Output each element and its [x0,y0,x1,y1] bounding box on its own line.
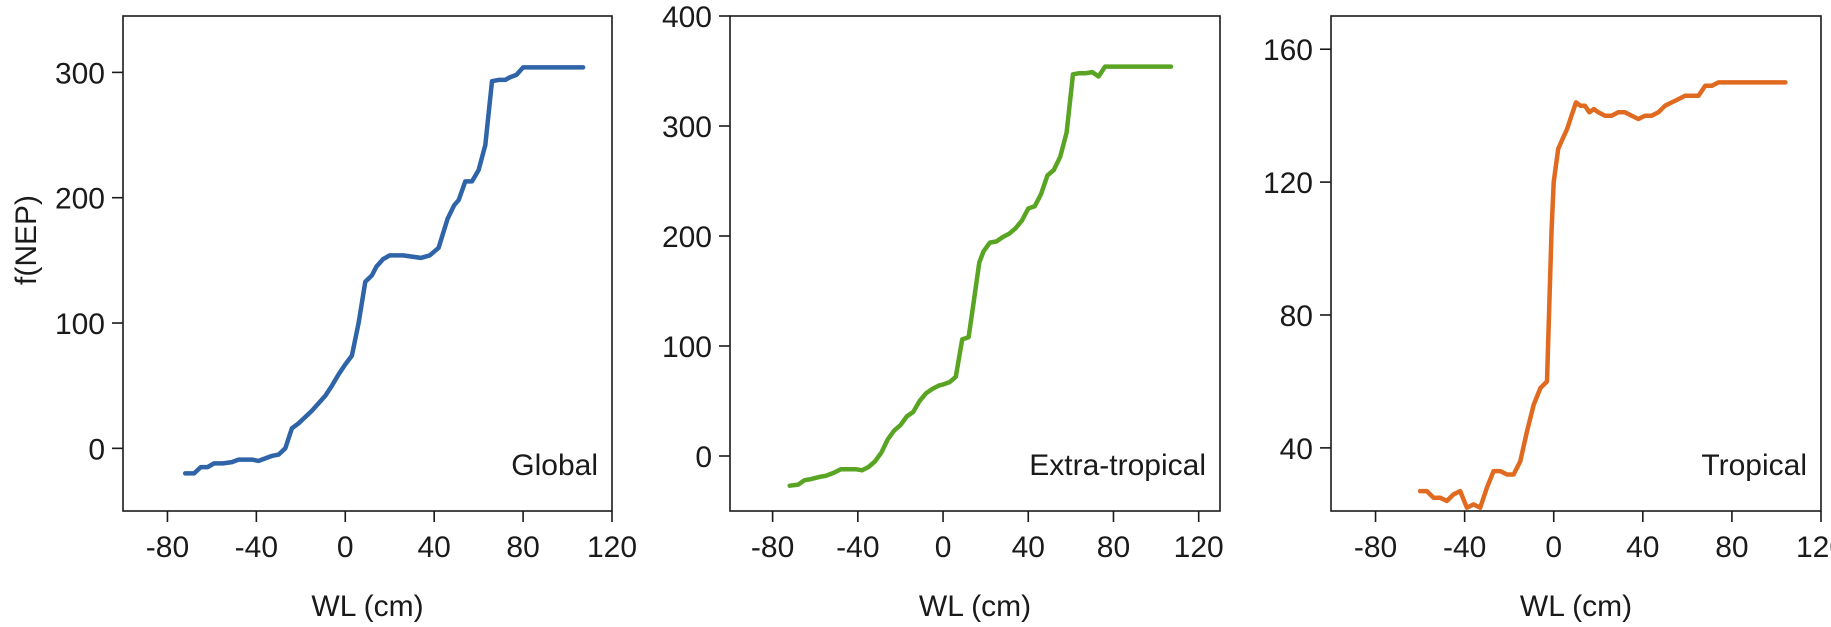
y-tick-label-2: 120 [1263,167,1313,200]
y-tick-label-0: 0 [88,433,105,466]
series-line-1 [182,65,586,476]
y-tick-label-1: 80 [1280,300,1313,333]
x-tick-label-0: -80 [146,531,189,564]
y-tick-label-3: 160 [1263,34,1313,67]
x-axis-label: WL (cm) [919,590,1031,623]
y-tick-label-0: 0 [695,441,712,474]
x-tick-label-4: 80 [1715,531,1748,564]
y-tick-label-1: 100 [662,331,712,364]
x-tick-label-1: -40 [836,531,879,564]
series-line-1 [787,64,1174,488]
x-tick-label-4: 80 [506,531,539,564]
chart-panel-1: -80 -40 0 40 80 120 0 100 200 300 WL (cm) Global [55,15,637,623]
x-tick-label-3: 40 [417,531,450,564]
x-tick-label-3: 40 [1626,531,1659,564]
x-tick-label-5: 120 [587,531,637,564]
x-tick-label-2: 0 [337,531,354,564]
panel-label: Tropical [1701,449,1807,482]
y-tick-label-3: 300 [55,57,105,90]
y-tick-label-2: 200 [662,221,712,254]
x-tick-label-0: -80 [1354,531,1397,564]
x-tick-label-1: -40 [1443,531,1486,564]
chart-panel-2: -80 -40 0 40 80 120 0 100 200 300 400 WL (cm) Extra-… [662,1,1224,623]
x-tick-label-2: 0 [1545,531,1562,564]
plot-frame [1330,15,1822,512]
panel-label: Extra-tropical [1029,449,1206,482]
x-tick-label-5: 120 [1174,531,1224,564]
series-line-1 [1417,80,1788,510]
x-tick-label-1: -40 [235,531,278,564]
x-tick-label-5: 120 [1796,531,1831,564]
y-tick-label-2: 200 [55,183,105,216]
panel-label: Global [511,449,598,482]
x-tick-label-2: 0 [935,531,952,564]
chart-panel-3: -80 -40 0 40 80 120 40 80 120 160 WL (cm) Tropical [1263,15,1831,623]
y-tick-label-4: 400 [662,1,712,34]
x-tick-label-0: -80 [751,531,794,564]
plot-frame [122,15,613,512]
y-tick-label-3: 300 [662,111,712,144]
x-axis-label: WL (cm) [1520,590,1632,623]
x-tick-label-3: 40 [1012,531,1045,564]
plot-frame [729,15,1221,512]
x-tick-label-4: 80 [1097,531,1130,564]
x-axis-label: WL (cm) [311,590,423,623]
y-tick-label-0: 40 [1280,433,1313,466]
shared-y-axis-label: f(NEP) [10,195,43,285]
y-tick-label-1: 100 [55,308,105,341]
